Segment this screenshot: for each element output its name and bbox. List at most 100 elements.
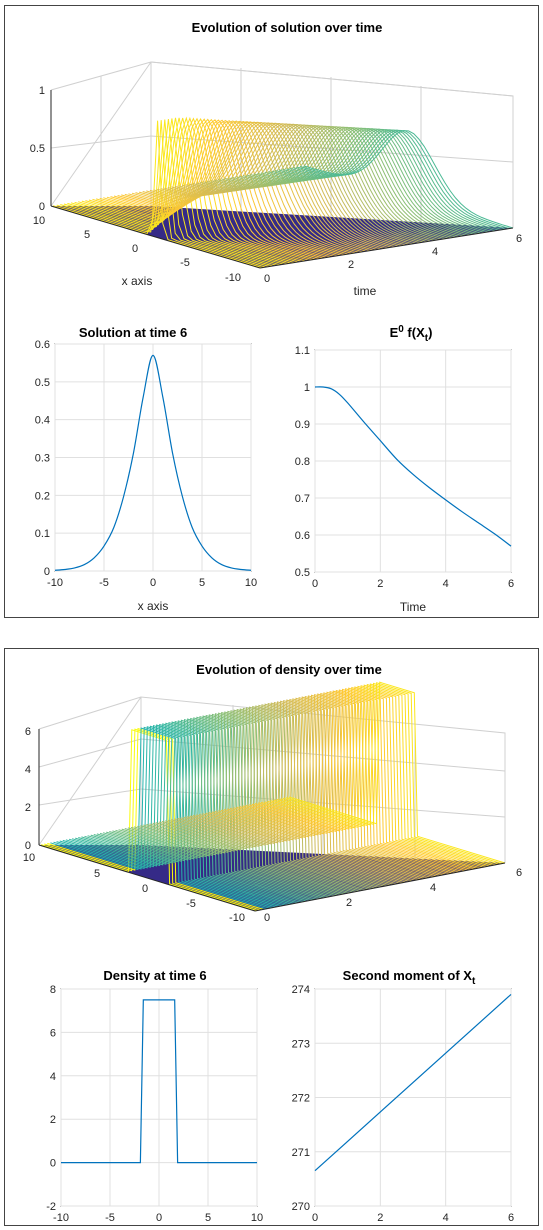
surface-mesh-line	[270, 685, 487, 868]
surface-axes-box	[50, 61, 514, 228]
ytick-label: 0	[44, 566, 50, 578]
surface-xtick-2: 0	[142, 883, 148, 895]
surface-mesh-line	[78, 722, 295, 904]
surface-xtick-1: 5	[84, 229, 90, 241]
surface-mesh-line	[131, 120, 342, 256]
surface-title: Evolution of density over time	[196, 662, 382, 677]
surface-mesh-line	[52, 120, 263, 269]
surface-axis-lines	[38, 729, 506, 912]
surface-mesh-line	[251, 688, 468, 871]
plot-title: Second moment of Xt	[343, 968, 476, 987]
surface-mesh-line	[68, 723, 286, 906]
surface-mesh-line	[121, 119, 331, 258]
surface-mesh-line	[279, 683, 496, 866]
surface-mesh-line	[62, 725, 279, 907]
surface-mesh-line	[78, 117, 288, 265]
figure-2-canvas: Evolution of density over time 0	[23, 662, 522, 1224]
surface-mesh-line	[248, 689, 465, 872]
surface-mesh-line	[47, 727, 264, 910]
surface-mesh-line	[254, 688, 472, 870]
xtick-label: -5	[105, 1212, 115, 1224]
plot-title: E0 f(Xt)	[390, 324, 433, 344]
surface-mesh-line	[115, 714, 332, 897]
ytick-label: 0.9	[295, 419, 310, 431]
surface-xtick-0: 10	[23, 852, 35, 864]
surface-ytick-2: 4	[430, 882, 436, 894]
surface-mesh-line	[236, 691, 453, 874]
xtick-label: 2	[377, 1212, 383, 1224]
surface-mesh-line	[229, 692, 447, 875]
surface-mesh-line	[208, 697, 425, 879]
plot-density-at-time-6: Density at time 6 -10 -5 0 5 10 -2 0 2 4 6 8	[46, 968, 263, 1224]
plot-second-moment: Second moment of Xt 0 2 4 6 270 271 272 273 274	[292, 968, 514, 1224]
figure-1-canvas: Evolution of solution over time	[30, 20, 522, 614]
surface-mesh-line	[113, 119, 324, 259]
ytick-label: 0.5	[295, 567, 310, 579]
ytick-label: 272	[292, 1093, 310, 1105]
surface-xtick-0: 10	[33, 215, 45, 227]
surface-mesh-line	[239, 691, 456, 873]
surface-mesh-line	[223, 694, 441, 876]
surface-mesh-line	[205, 697, 422, 880]
surface-mesh-line	[242, 690, 459, 873]
surface-mesh-line	[214, 695, 431, 878]
ytick-label: -2	[46, 1201, 56, 1213]
surface-mesh-line	[96, 718, 314, 901]
surface-mesh-line	[87, 720, 304, 903]
ytick-label: 4	[50, 1071, 56, 1083]
surface-mesh-line	[84, 720, 301, 903]
surface-mesh-line	[81, 116, 291, 264]
ytick-label: 0.5	[35, 377, 50, 389]
surface-mesh-line	[70, 117, 281, 266]
ytick-label: 0.8	[295, 456, 310, 468]
surface-mesh-line	[103, 118, 313, 261]
xtick-label: -10	[47, 577, 63, 589]
surface-mesh-line	[288, 681, 506, 864]
surface-mesh-line	[174, 703, 391, 886]
surface-mesh-line	[71, 723, 289, 906]
expectation-curve	[314, 386, 512, 547]
ytick-label: 0.6	[295, 530, 310, 542]
solution-curve	[54, 354, 252, 571]
surface-mesh-line	[180, 702, 397, 885]
ytick-label: 1.1	[295, 345, 310, 357]
plot-expectation: E0 f(Xt) 0 2 4 6 0.5 0.6 0.7 0.8 0.9 1 1.1 Time	[295, 324, 514, 614]
surface-mesh-line	[149, 708, 366, 891]
surface-mesh-line	[140, 710, 357, 893]
surface-mesh-line	[137, 710, 354, 893]
figure-2-panel: Evolution of density over time 0	[4, 648, 539, 1226]
surface-mesh	[52, 116, 514, 269]
surface-plot-solution: Evolution of solution over time	[30, 20, 522, 298]
second-moment-line	[314, 993, 512, 1172]
surface-mesh-line	[56, 120, 266, 268]
surface-ytick-1: 2	[346, 897, 352, 909]
ytick-label: 6	[50, 1027, 56, 1039]
surface-mesh-line	[276, 683, 493, 866]
surface-mesh-line	[127, 712, 345, 895]
surface-mesh-line	[121, 713, 338, 896]
surface-mesh-line	[220, 694, 437, 877]
surface-mesh-line	[124, 713, 341, 895]
surface-mesh-line	[85, 116, 295, 264]
surface-mesh-line	[152, 707, 369, 890]
surface-ytick-3: 6	[516, 233, 522, 245]
surface-ylabel: time	[354, 284, 377, 298]
plot-solution-at-time-6: Solution at time 6 -10 -5 0 5 10 0 0.1 0.2 0.3 0.…	[35, 325, 257, 613]
surface-mesh-line	[67, 118, 277, 266]
surface-floor	[51, 206, 513, 268]
surface-mesh-line	[303, 130, 514, 229]
ytick-label: 1	[304, 382, 310, 394]
surface-mesh-line	[109, 716, 326, 898]
ytick-label: 274	[292, 984, 310, 996]
surface-mesh-line	[198, 698, 416, 881]
surface-mesh-line	[92, 117, 302, 262]
xtick-label: 0	[150, 577, 156, 589]
surface-ztick-0: 0	[25, 840, 31, 852]
surface-mesh-line	[282, 682, 499, 865]
surface-mesh-line	[44, 728, 261, 911]
surface-mesh-line	[186, 701, 403, 884]
plot-title: Solution at time 6	[79, 325, 187, 340]
figure-1-panel: Evolution of solution over time	[4, 5, 539, 618]
plot-ticks: 0 2 4 6 0.5 0.6 0.7 0.8 0.9 1 1.1	[295, 345, 514, 590]
plot-title: Density at time 6	[103, 968, 206, 983]
